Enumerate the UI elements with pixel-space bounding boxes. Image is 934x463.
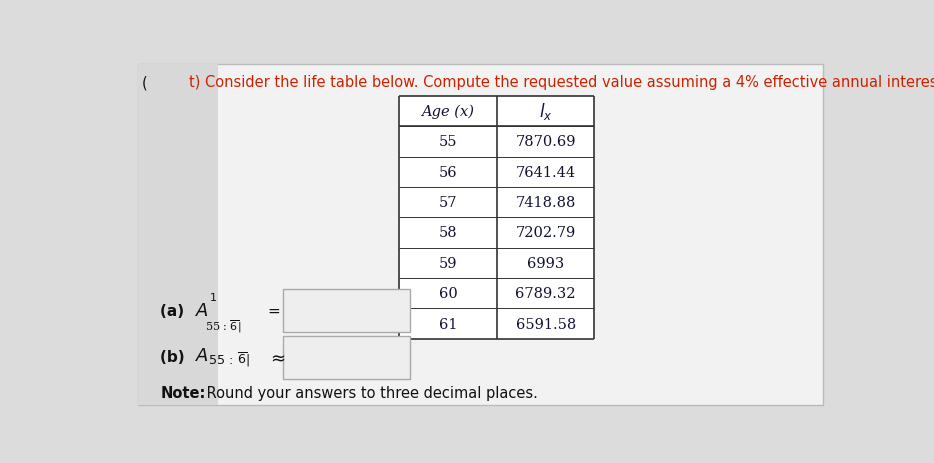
Text: (a): (a) [161, 303, 190, 318]
Text: Note:: Note: [161, 385, 205, 400]
Text: 6789.32: 6789.32 [516, 287, 576, 300]
Text: 7202.79: 7202.79 [516, 226, 575, 240]
Text: 6591.58: 6591.58 [516, 317, 575, 331]
FancyBboxPatch shape [399, 97, 595, 339]
Text: Age (x): Age (x) [421, 105, 474, 119]
Text: 60: 60 [439, 287, 458, 300]
Text: 59: 59 [439, 256, 457, 270]
Text: $l_x$: $l_x$ [539, 101, 552, 122]
Text: =: = [267, 303, 280, 318]
Text: 1: 1 [209, 292, 217, 302]
Text: 56: 56 [439, 165, 458, 179]
Text: 55: 55 [439, 135, 457, 149]
Text: $\approx$: $\approx$ [267, 348, 286, 366]
Text: (: ( [142, 75, 148, 90]
Text: 58: 58 [439, 226, 458, 240]
Text: 6993: 6993 [527, 256, 564, 270]
FancyBboxPatch shape [138, 64, 823, 405]
Text: 61: 61 [439, 317, 457, 331]
Text: 7641.44: 7641.44 [516, 165, 575, 179]
Text: 57: 57 [439, 196, 457, 210]
Text: $A$: $A$ [195, 301, 209, 319]
Text: 7870.69: 7870.69 [516, 135, 576, 149]
FancyBboxPatch shape [138, 64, 219, 405]
Text: 7418.88: 7418.88 [516, 196, 576, 210]
Text: 55 : $\overline{6}|$: 55 : $\overline{6}|$ [205, 317, 241, 334]
Text: t) Consider the life table below. Compute the requested value assuming a 4% effe: t) Consider the life table below. Comput… [189, 75, 934, 90]
Text: Round your answers to three decimal places.: Round your answers to three decimal plac… [202, 385, 538, 400]
Text: (b): (b) [161, 349, 190, 364]
Text: $A_{55\,:\,\overline{6}|}$: $A_{55\,:\,\overline{6}|}$ [195, 346, 250, 368]
